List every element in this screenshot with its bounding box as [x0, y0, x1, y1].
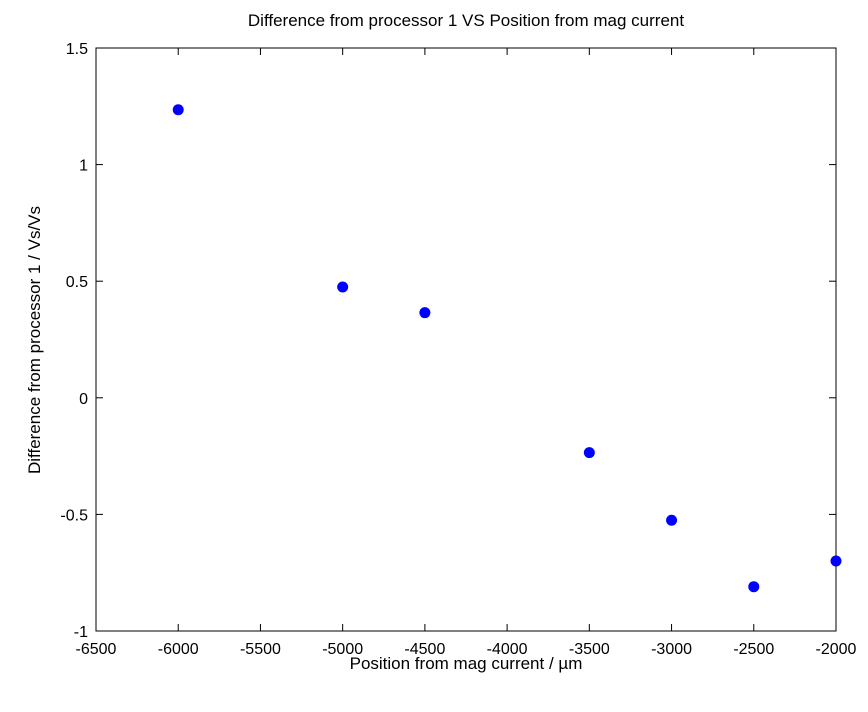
data-point [172, 104, 184, 116]
x-tick-label: -2000 [816, 641, 857, 658]
y-tick-label: 0.5 [66, 274, 88, 291]
y-tick-label: 1 [79, 158, 88, 175]
data-points [172, 104, 842, 593]
x-axis-label: Position from mag current / µm [350, 654, 583, 673]
x-tick-label: -4000 [487, 641, 528, 658]
plot-area-frame [95, 47, 837, 632]
x-tick-label: -3000 [651, 641, 692, 658]
y-tick-label: 1.5 [66, 41, 88, 58]
y-axis: -1 -0.5 0 0.5 1 1.5 [60, 41, 836, 641]
y-axis-label: Difference from processor 1 / Vs/Vs [25, 206, 44, 474]
x-tick-label: -2500 [733, 641, 774, 658]
y-tick-label: 0 [79, 391, 88, 408]
chart-title: Difference from processor 1 VS Position … [248, 11, 684, 30]
x-tick-label: -4500 [404, 641, 445, 658]
data-point [419, 307, 431, 319]
x-axis: -6500 -6000 -5500 -5000 -4500 -4000 -3500 -3000… [76, 48, 857, 658]
y-tick-label: -0.5 [60, 507, 88, 524]
data-point [666, 514, 678, 526]
x-tick-label: -6000 [158, 641, 199, 658]
x-tick-label: -5000 [322, 641, 363, 658]
data-point [583, 447, 595, 459]
x-tick-label: -5500 [240, 641, 281, 658]
x-tick-label: -3500 [569, 641, 610, 658]
x-tick-label: -6500 [76, 641, 117, 658]
data-point [748, 581, 760, 593]
y-tick-label: -1 [74, 624, 88, 641]
data-point [337, 281, 349, 293]
data-point [830, 555, 842, 567]
